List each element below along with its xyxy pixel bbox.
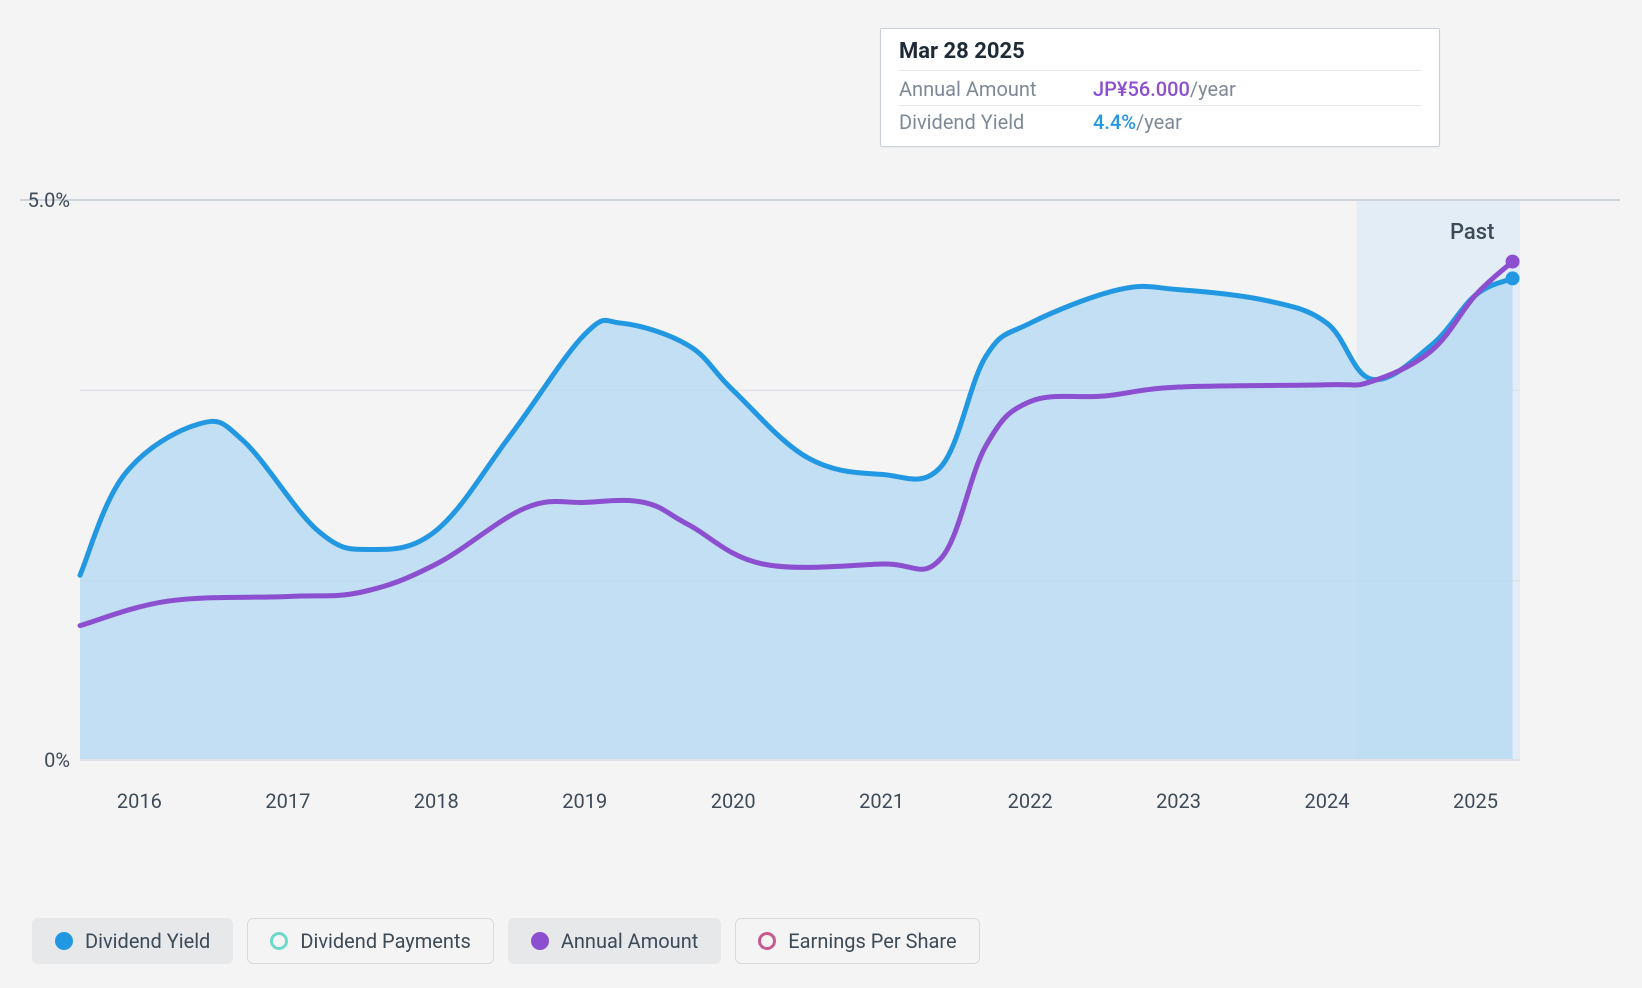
tooltip-row-label: Dividend Yield [899, 110, 1069, 134]
dividend-chart: 0% 5.0% 2016 2017 2018 2019 2020 2021 2022 2023 20… [0, 0, 1642, 988]
svg-text:2022: 2022 [1008, 789, 1053, 813]
svg-text:2020: 2020 [711, 789, 756, 813]
svg-text:2018: 2018 [414, 789, 459, 813]
tooltip-date: Mar 28 2025 [899, 39, 1421, 71]
tooltip-row: Annual Amount JP¥56.000/year [899, 73, 1421, 106]
tooltip-row-label: Annual Amount [899, 77, 1069, 101]
legend-ring-icon [758, 932, 776, 950]
svg-text:2023: 2023 [1156, 789, 1201, 813]
legend-item-label: Dividend Yield [85, 929, 210, 953]
legend-dot-icon [531, 932, 549, 950]
svg-text:5.0%: 5.0% [28, 188, 70, 212]
past-region-label: Past [1450, 220, 1494, 245]
tooltip-row: Dividend Yield 4.4%/year [899, 106, 1421, 138]
svg-text:2025: 2025 [1453, 789, 1498, 813]
tooltip-row-value: JP¥56.000/year [1093, 77, 1236, 101]
legend-item-dividend-payments[interactable]: Dividend Payments [247, 918, 493, 964]
svg-text:2017: 2017 [265, 789, 310, 813]
legend-ring-icon [270, 932, 288, 950]
svg-text:2019: 2019 [562, 789, 607, 813]
legend-dot-icon [55, 932, 73, 950]
legend-item-earnings-per-share[interactable]: Earnings Per Share [735, 918, 979, 964]
svg-text:2021: 2021 [859, 789, 904, 813]
legend-item-label: Dividend Payments [300, 929, 470, 953]
chart-tooltip: Mar 28 2025 Annual Amount JP¥56.000/year D… [880, 28, 1440, 147]
legend-item-annual-amount[interactable]: Annual Amount [508, 918, 721, 964]
svg-text:0%: 0% [44, 748, 70, 772]
chart-legend: Dividend Yield Dividend Payments Annual Am… [32, 918, 980, 964]
svg-text:2024: 2024 [1305, 789, 1350, 813]
tooltip-row-value: 4.4%/year [1093, 110, 1182, 134]
legend-item-label: Annual Amount [561, 929, 698, 953]
legend-item-label: Earnings Per Share [788, 929, 956, 953]
svg-text:2016: 2016 [117, 789, 162, 813]
legend-item-dividend-yield[interactable]: Dividend Yield [32, 918, 233, 964]
